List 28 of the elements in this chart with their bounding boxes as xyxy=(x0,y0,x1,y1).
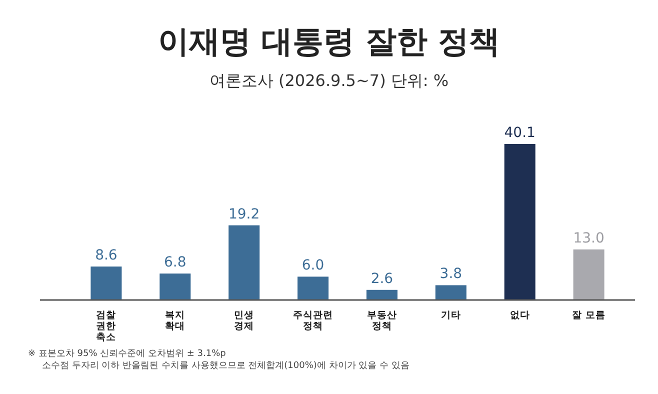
data-label: 3.8 xyxy=(440,266,462,282)
bar xyxy=(298,276,329,300)
x-tick-label: 부동산 정책 xyxy=(366,310,397,332)
data-label: 6.8 xyxy=(164,254,186,271)
bar xyxy=(504,144,536,300)
bar xyxy=(435,285,466,300)
bar xyxy=(228,225,260,300)
x-tick-label: 없다 xyxy=(510,310,530,321)
data-label: 40.1 xyxy=(504,125,536,141)
text: ※ 표본오차 95% 신뢰수준에 오차범위 ± 3.1%p xyxy=(28,349,226,359)
bar xyxy=(160,274,191,300)
x-tick-label: 민생 경제 xyxy=(234,310,254,332)
chart-subtitle: 여론조사 (2026.9.5~7) 단위: % xyxy=(209,71,449,90)
x-tick-label: 검찰 권한 축소 xyxy=(96,310,116,343)
x-tick-label: 복지 확대 xyxy=(165,310,186,332)
data-label: 8.6 xyxy=(95,248,118,264)
data-label: 6.0 xyxy=(302,258,324,274)
bar xyxy=(573,249,604,300)
bar xyxy=(366,290,398,300)
x-tick-label: 주식관련 정책 xyxy=(293,310,334,332)
x-tick-label: 기타 xyxy=(440,310,461,321)
data-label: 19.2 xyxy=(228,206,260,222)
data-label: 2.6 xyxy=(370,270,394,287)
x-tick-label: 잘 모름 xyxy=(572,310,606,321)
chart-title: 이재명 대통령 잘한 정책 xyxy=(158,24,500,60)
bar xyxy=(90,266,122,300)
data-label: 13.0 xyxy=(573,230,604,246)
text: 소수점 두자리 이하 반올림된 수치를 사용했으므로 전체합계(100%)에 차이가 있을 수 있음 xyxy=(42,361,410,371)
